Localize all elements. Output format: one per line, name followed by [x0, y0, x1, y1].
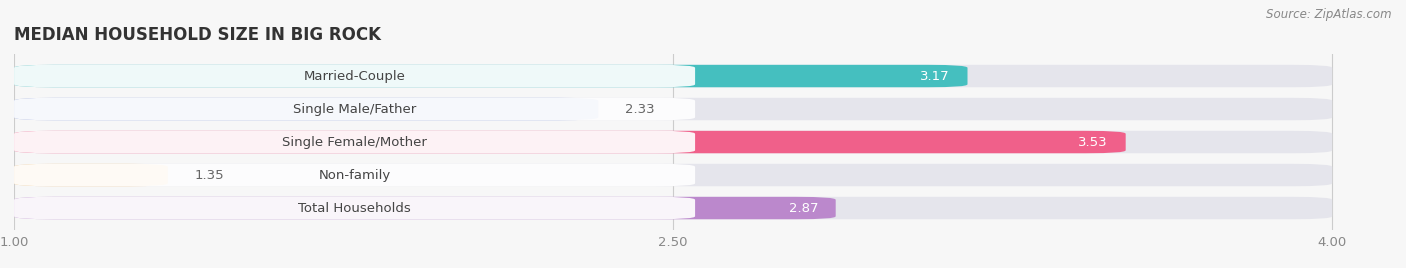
- FancyBboxPatch shape: [14, 197, 1333, 219]
- Text: Single Female/Mother: Single Female/Mother: [283, 136, 427, 148]
- FancyBboxPatch shape: [14, 98, 1333, 120]
- FancyBboxPatch shape: [14, 65, 695, 87]
- FancyBboxPatch shape: [14, 164, 695, 186]
- FancyBboxPatch shape: [14, 131, 1333, 153]
- Text: Non-family: Non-family: [318, 169, 391, 181]
- Text: 3.53: 3.53: [1078, 136, 1108, 148]
- FancyBboxPatch shape: [14, 197, 835, 219]
- Text: Source: ZipAtlas.com: Source: ZipAtlas.com: [1267, 8, 1392, 21]
- FancyBboxPatch shape: [14, 65, 1333, 87]
- FancyBboxPatch shape: [14, 131, 695, 153]
- Text: MEDIAN HOUSEHOLD SIZE IN BIG ROCK: MEDIAN HOUSEHOLD SIZE IN BIG ROCK: [14, 26, 381, 44]
- FancyBboxPatch shape: [14, 164, 1333, 186]
- Text: Single Male/Father: Single Male/Father: [292, 103, 416, 116]
- FancyBboxPatch shape: [14, 164, 167, 186]
- FancyBboxPatch shape: [14, 98, 599, 120]
- FancyBboxPatch shape: [14, 65, 967, 87]
- FancyBboxPatch shape: [14, 197, 695, 219]
- Text: Married-Couple: Married-Couple: [304, 69, 405, 83]
- Text: 1.35: 1.35: [194, 169, 224, 181]
- FancyBboxPatch shape: [14, 98, 695, 120]
- Text: 2.87: 2.87: [789, 202, 818, 215]
- FancyBboxPatch shape: [14, 131, 1126, 153]
- Text: 3.17: 3.17: [921, 69, 950, 83]
- Text: Total Households: Total Households: [298, 202, 411, 215]
- Text: 2.33: 2.33: [624, 103, 654, 116]
